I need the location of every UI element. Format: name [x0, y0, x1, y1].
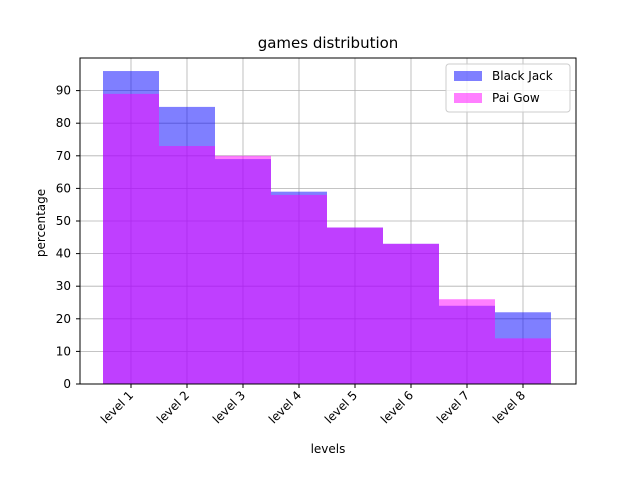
- y-axis-label: percentage: [34, 189, 48, 257]
- legend-label: Pai Gow: [492, 91, 540, 105]
- bar-pai-gow: [271, 194, 327, 384]
- y-tick-label: 70: [56, 149, 71, 163]
- bars-layer: [103, 71, 551, 385]
- legend-label: Black Jack: [492, 69, 553, 83]
- y-tick-label: 0: [63, 377, 71, 391]
- y-tick-label: 60: [56, 181, 71, 195]
- legend-swatch: [454, 71, 482, 81]
- bar-pai-gow: [383, 243, 439, 384]
- y-tick-label: 90: [56, 84, 71, 98]
- bar-pai-gow: [103, 93, 159, 385]
- legend: Black Jack Pai Gow: [445, 63, 571, 113]
- bar-pai-gow: [439, 299, 495, 384]
- bar-pai-gow: [159, 146, 215, 384]
- bar-pai-gow: [327, 227, 383, 384]
- legend-swatch: [454, 93, 482, 103]
- chart-title: games distribution: [258, 34, 399, 52]
- y-tick-label: 80: [56, 116, 71, 130]
- bar-pai-gow: [495, 338, 551, 384]
- bar-pai-gow: [215, 155, 271, 384]
- y-tick-label: 50: [56, 214, 71, 228]
- x-axis-label: levels: [311, 442, 346, 456]
- y-tick-label: 30: [56, 279, 71, 293]
- y-tick-label: 40: [56, 247, 71, 261]
- y-tick-label: 20: [56, 312, 71, 326]
- y-tick-label: 10: [56, 344, 71, 358]
